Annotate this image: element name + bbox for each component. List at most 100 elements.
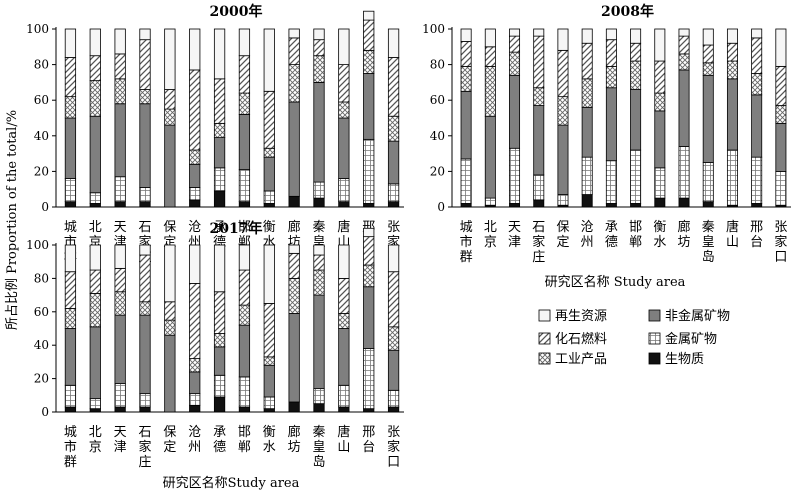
bar-segment-metal — [363, 138, 375, 204]
y-tick-label: 80 — [34, 271, 49, 285]
bar-segment-metal — [460, 158, 472, 204]
bar-segment-industrial — [288, 64, 300, 103]
bar-segment-nonmetal — [213, 346, 226, 376]
bar-segment-industrial — [213, 122, 226, 138]
bar-segment-industrial — [64, 96, 77, 119]
bar-segment-renewable — [114, 28, 126, 55]
bar-segment-renewable — [581, 28, 593, 44]
y-tick-label: 0 — [41, 200, 49, 214]
bar-segment-metal — [139, 393, 151, 408]
x-tick-label: 邢台 — [750, 220, 763, 250]
x-tick-label: 廊坊 — [288, 424, 301, 455]
bar-segment-renewable — [605, 28, 617, 41]
bar-segment-biomass — [509, 203, 521, 208]
x-tick-label: 唐山 — [726, 219, 739, 250]
bar-segment-biomass — [387, 201, 400, 208]
bar-segment-fossil — [387, 57, 400, 117]
legend-swatch-fossil — [538, 332, 551, 345]
bar-segment-fossil — [238, 269, 251, 306]
y-tick-label: 100 — [26, 238, 49, 252]
bar-segment-biomass — [139, 201, 151, 208]
x-tick-label: 天津 — [114, 425, 127, 455]
bar-segment-metal — [189, 187, 201, 201]
bar-segment-biomass — [702, 201, 714, 208]
bar-segment-fossil — [484, 46, 496, 67]
y-tick-label: 40 — [430, 129, 445, 143]
x-tick-label: 城市群 — [460, 220, 473, 265]
y-tick-label: 100 — [26, 22, 49, 36]
bar-segment-biomass — [189, 404, 201, 413]
bar-segment-industrial — [533, 87, 545, 106]
bar-segment-metal — [726, 149, 738, 206]
bar-segment-fossil — [213, 291, 226, 334]
y-tick-label: 0 — [41, 405, 49, 419]
x-tick-label: 邯郸 — [238, 425, 251, 455]
bar-segment-industrial — [484, 65, 496, 117]
bar-segment-biomass — [313, 197, 325, 208]
bar-segment-fossil — [533, 35, 545, 89]
bar-segment-renewable — [338, 28, 350, 65]
bar-segment-metal — [338, 178, 350, 203]
x-tick-label: 秦皇岛 — [702, 220, 715, 265]
bar-segment-nonmetal — [288, 313, 300, 403]
bar-segment-biomass — [64, 406, 77, 413]
y-tick-label: 100 — [422, 22, 445, 36]
bar-segment-biomass — [238, 406, 251, 413]
bar-segment-metal — [338, 384, 350, 408]
bar-segment-fossil — [64, 271, 77, 309]
bar-segment-renewable — [775, 28, 787, 67]
bar-segment-renewable — [726, 28, 738, 44]
bar-segment-fossil — [387, 271, 400, 328]
bar-segment-nonmetal — [164, 334, 176, 413]
chart-title: 2008年 — [601, 3, 654, 20]
bar-segment-biomass — [460, 203, 472, 208]
legend-label-metal: 金属矿物 — [665, 331, 717, 347]
bar-segment-fossil — [509, 35, 521, 53]
bar-segment-fossil — [238, 55, 251, 94]
bar-segment-fossil — [678, 35, 690, 55]
bar-segment-metal — [775, 170, 787, 206]
bar-segment-fossil — [189, 283, 201, 359]
bar-segment-industrial — [605, 65, 617, 89]
bar-segment-metal — [363, 348, 375, 410]
legend-swatch-nonmetal — [648, 309, 661, 322]
bar-segment-fossil — [139, 39, 151, 90]
bar-segment-nonmetal — [313, 294, 325, 390]
bar-segment-renewable — [387, 244, 400, 273]
y-tick-label: 40 — [34, 338, 49, 352]
bar-segment-industrial — [338, 313, 350, 329]
bar-segment-renewable — [139, 244, 151, 256]
y-tick-label: 80 — [34, 58, 49, 72]
bar-segment-metal — [213, 167, 226, 192]
bar-segment-biomass — [213, 190, 226, 208]
bar-segment-fossil — [164, 89, 176, 110]
x-tick-label: 衡水 — [263, 425, 276, 455]
legend-swatch-metal — [648, 332, 661, 345]
bar-segment-nonmetal — [509, 74, 521, 149]
bar-segment-metal — [484, 197, 496, 206]
bar-segment-industrial — [387, 115, 400, 142]
y-axis-label: 所占比例 Proportion of the total/% — [5, 110, 20, 330]
bar-segment-biomass — [338, 201, 350, 208]
bar-segment-biomass — [630, 203, 642, 208]
bar-segment-renewable — [313, 244, 325, 256]
bar-segment-nonmetal — [484, 115, 496, 199]
bar-segment-biomass — [139, 406, 151, 413]
bar-segment-industrial — [263, 147, 275, 158]
bar-segment-renewable — [702, 28, 714, 46]
bar-segment-biomass — [363, 203, 375, 208]
bar-segment-renewable — [363, 227, 375, 238]
bar-segment-renewable — [509, 28, 521, 37]
x-tick-label: 沧州 — [581, 219, 594, 250]
y-tick-label: 20 — [34, 164, 49, 178]
bar-segment-fossil — [89, 269, 101, 294]
bar-segment-biomass — [288, 401, 300, 413]
x-tick-label: 石家庄 — [532, 220, 545, 265]
x-axis-label-left: 研究区名称Study area — [163, 475, 300, 491]
bar-segment-metal — [189, 393, 201, 406]
bar-segment-nonmetal — [288, 101, 300, 197]
bar-segment-industrial — [263, 356, 275, 366]
x-tick-label: 唐山 — [337, 424, 350, 455]
bar-segment-renewable — [238, 28, 251, 57]
